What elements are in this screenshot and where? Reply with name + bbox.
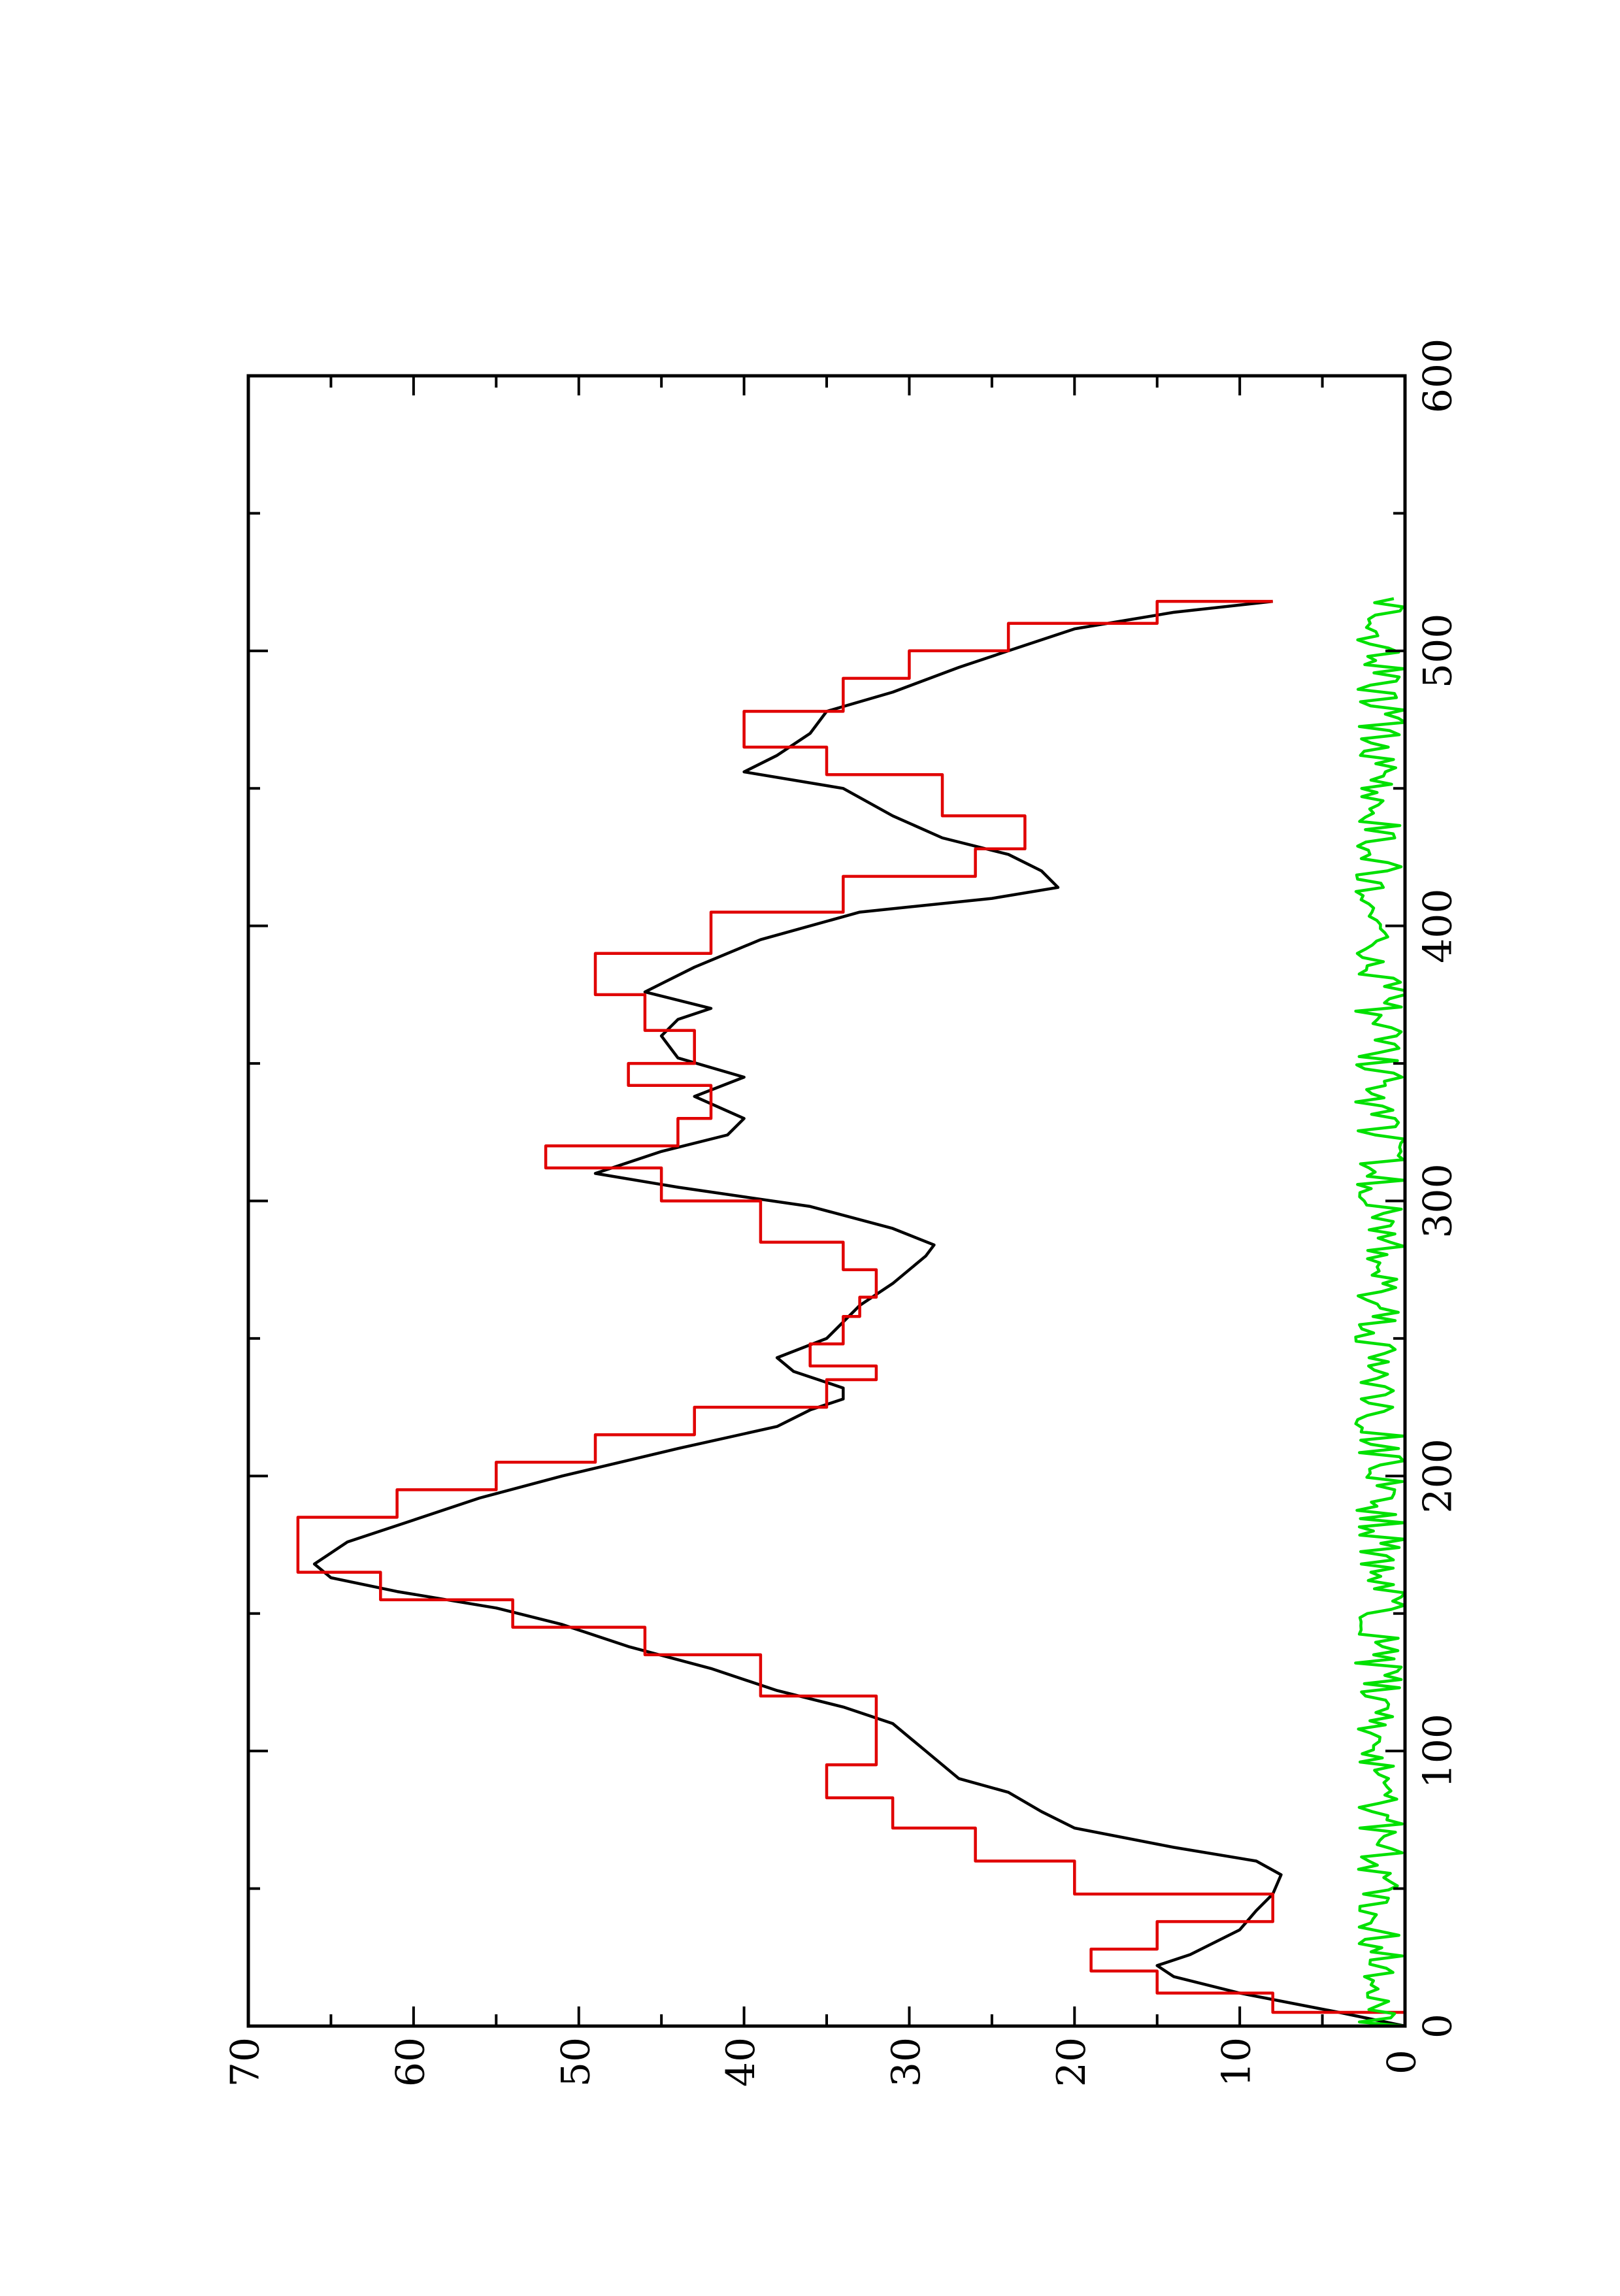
x-tick-label: 100 bbox=[1415, 1714, 1461, 1789]
plot-area: 0 100 200 300 400 500 600 0 10 20 30 40 50 60 70 bbox=[223, 339, 1461, 2087]
x-tick-label: 500 bbox=[1415, 614, 1461, 689]
x-tick-label: 300 bbox=[1415, 1163, 1461, 1239]
series-red-line bbox=[296, 599, 1407, 2026]
y-tick-label: 20 bbox=[1049, 2037, 1095, 2087]
y-tick-label: 50 bbox=[553, 2037, 599, 2087]
x-tick-label: 400 bbox=[1415, 888, 1461, 963]
y-tick-label: 10 bbox=[1214, 2037, 1260, 2087]
y-tick-label: 60 bbox=[388, 2037, 433, 2087]
x-tick-label: 0 bbox=[1415, 2014, 1461, 2038]
series-green-line bbox=[1354, 597, 1407, 2028]
y-tick-label: 0 bbox=[1380, 2050, 1425, 2074]
x-tick-label: 600 bbox=[1415, 339, 1461, 414]
x-tick-label: 200 bbox=[1415, 1439, 1461, 1514]
y-tick-label: 70 bbox=[223, 2037, 269, 2087]
y-tick-label: 30 bbox=[884, 2037, 929, 2087]
series-black-line bbox=[312, 599, 1406, 2028]
y-tick-label: 40 bbox=[718, 2037, 764, 2087]
